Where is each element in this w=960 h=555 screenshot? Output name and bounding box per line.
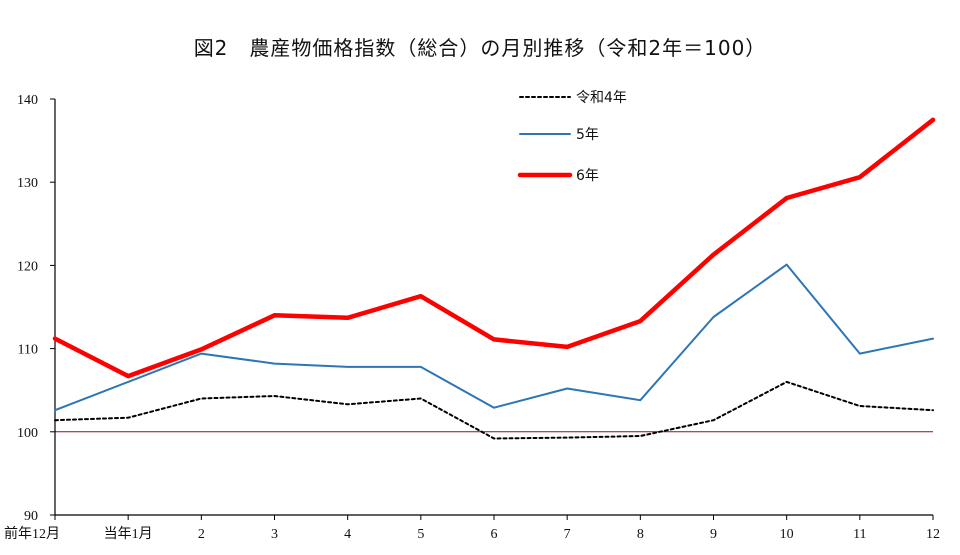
series-line-1 (54, 380, 934, 440)
x-tick-label: 当年1月 (104, 526, 153, 542)
series-lines (52, 117, 936, 440)
x-tick-label: 3 (271, 527, 278, 542)
x-tick-label: 9 (710, 527, 717, 542)
x-tick-label: 8 (637, 527, 644, 542)
legend-label-2: 5年 (576, 127, 599, 143)
legend-label-1: 令和4年 (576, 90, 627, 106)
x-tick-label: 5 (417, 527, 424, 542)
legend-label-3: 6年 (576, 168, 599, 184)
axes (50, 98, 934, 520)
y-tick-label: 140 (17, 93, 38, 108)
legend: 令和4年 5年 6年 (517, 90, 627, 184)
tick-labels: 90 100 110 120 130 140 前年12月 当年1月 2 3 4 5 6 7 8 9 10 11 12 (4, 93, 940, 542)
series-line-2 (54, 263, 934, 412)
x-tick-label: 前年12月 (4, 525, 60, 542)
y-tick-label: 130 (17, 176, 38, 191)
x-tick-label: 10 (780, 527, 794, 542)
x-tick-label: 11 (853, 527, 866, 542)
y-tick-label: 120 (17, 259, 38, 274)
x-tick-label: 6 (491, 527, 498, 542)
y-tick-label: 100 (17, 426, 38, 441)
y-tick-label: 110 (18, 343, 38, 358)
x-tick-label: 4 (344, 527, 351, 542)
x-tick-label: 7 (564, 527, 571, 542)
x-tick-label: 12 (926, 527, 940, 542)
y-tick-label: 90 (24, 509, 38, 524)
chart-title: 図2 農産物価格指数（総合）の月別推移（令和2年＝100） (193, 36, 767, 60)
x-tick-label: 2 (198, 527, 205, 542)
series-line-3 (52, 117, 936, 379)
